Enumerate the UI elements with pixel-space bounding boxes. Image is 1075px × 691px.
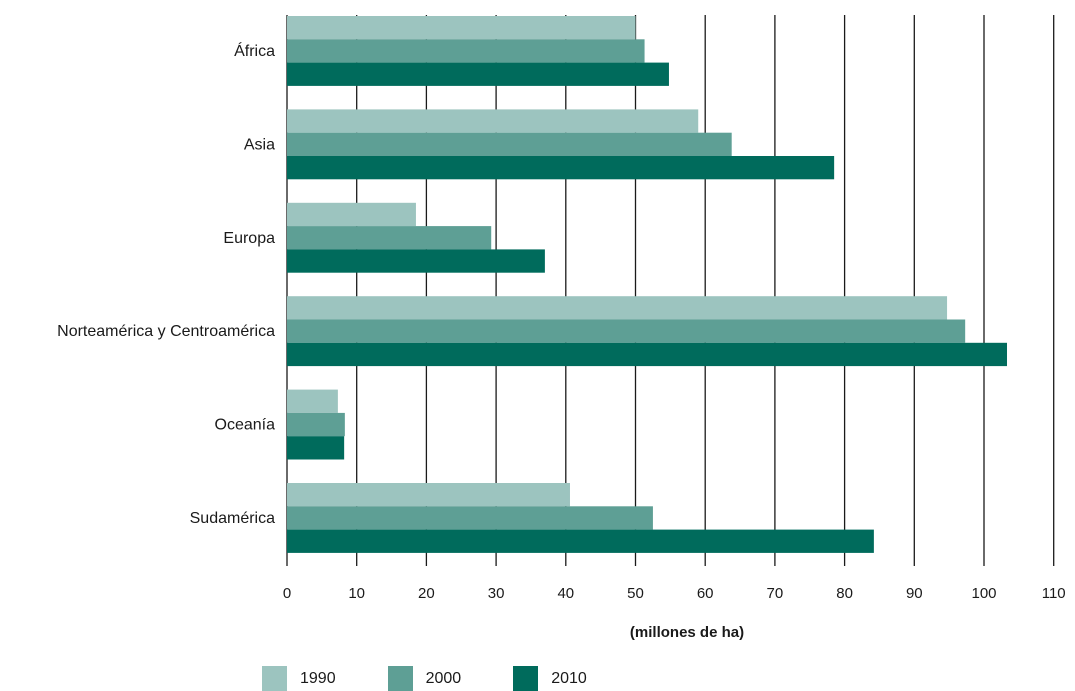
x-tick-label: 20 — [418, 585, 435, 602]
category-label: Oceanía — [215, 417, 276, 434]
x-tick-label: 100 — [971, 585, 996, 602]
legend-label: 1990 — [300, 670, 336, 687]
bars — [287, 16, 1008, 553]
legend-label: 2010 — [551, 670, 587, 687]
bar-2010 — [287, 62, 669, 86]
x-tick-label: 30 — [488, 585, 505, 602]
category-label: Sudamérica — [190, 510, 275, 527]
bar-2000 — [287, 319, 966, 343]
legend-item-2010: 2010 — [513, 666, 587, 691]
bar-2010 — [287, 342, 1008, 367]
bar-1990 — [287, 389, 338, 413]
x-tick-label: 70 — [767, 585, 784, 602]
bar-2000 — [287, 412, 345, 437]
legend: 1990 2000 2010 — [262, 666, 639, 691]
bar-2000 — [287, 506, 653, 530]
category-label: Norteamérica y Centroamérica — [57, 323, 275, 340]
category-label: Asia — [244, 136, 275, 153]
bar-1990 — [287, 202, 416, 227]
x-tick-label: 50 — [627, 585, 644, 602]
bar-2000 — [287, 39, 645, 63]
category-label: Europa — [223, 230, 275, 247]
x-tick-labels: 0 10 20 30 40 50 60 70 80 90 100 110 — [283, 585, 1066, 602]
bar-1990 — [287, 109, 699, 133]
bar-1990 — [287, 296, 948, 320]
gridlines — [286, 15, 1055, 566]
legend-swatch — [387, 666, 413, 691]
x-tick-label: 40 — [557, 585, 574, 602]
legend-label: 2000 — [425, 670, 462, 687]
legend-swatch — [513, 666, 539, 691]
legend-swatch — [262, 666, 287, 691]
bar-1990 — [287, 483, 570, 507]
category-label: África — [234, 41, 275, 60]
x-tick-label: 80 — [836, 585, 853, 602]
bar-2010 — [287, 156, 835, 180]
bar-2010 — [287, 436, 345, 460]
x-tick-label: 60 — [697, 585, 714, 602]
legend-item-2000: 2000 — [387, 666, 462, 691]
bar-2010 — [287, 249, 545, 273]
bar-2000 — [287, 132, 732, 156]
x-tick-label: 0 — [283, 585, 291, 602]
bar-2000 — [287, 226, 492, 250]
bar-1990 — [287, 16, 636, 40]
category-labels: África Asia Europa Norteamérica y Centroamé… — [57, 41, 275, 527]
x-tick-label: 10 — [348, 585, 365, 602]
legend-item-1990: 1990 — [262, 666, 336, 691]
bar-2010 — [287, 529, 874, 553]
x-tick-label: 110 — [1042, 585, 1066, 602]
x-tick-label: 90 — [906, 585, 923, 602]
x-axis-title: (millones de ha) — [630, 624, 744, 641]
